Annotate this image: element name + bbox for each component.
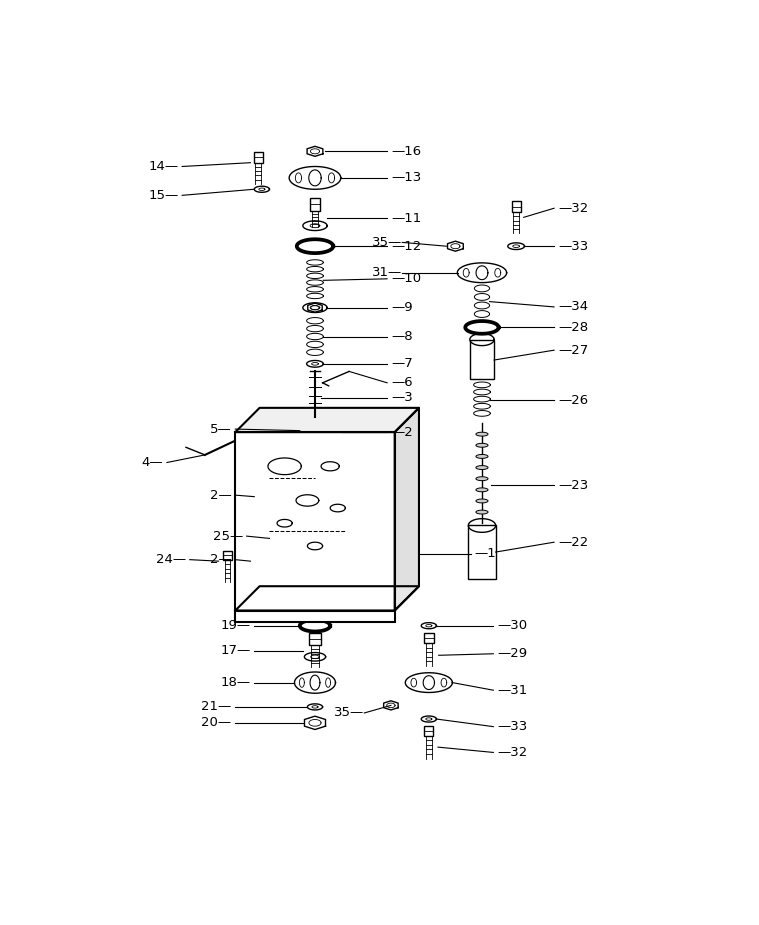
Text: 2—: 2— bbox=[209, 553, 231, 566]
Bar bbox=[235, 610, 395, 622]
Text: 35—: 35— bbox=[372, 236, 402, 249]
Bar bbox=[235, 432, 395, 610]
Text: 35—: 35— bbox=[334, 707, 364, 720]
Text: —22: —22 bbox=[558, 536, 588, 549]
Text: —32: —32 bbox=[558, 202, 588, 215]
Text: 21—: 21— bbox=[201, 700, 231, 713]
Text: —1: —1 bbox=[474, 547, 496, 560]
Text: —28: —28 bbox=[558, 321, 588, 334]
Text: —26: —26 bbox=[558, 394, 588, 407]
Text: —16: —16 bbox=[391, 145, 421, 158]
Text: —31: —31 bbox=[497, 684, 528, 697]
Bar bbox=[254, 549, 262, 558]
Bar bbox=[330, 416, 338, 426]
Text: 31—: 31— bbox=[372, 266, 402, 279]
Text: 2—: 2— bbox=[209, 488, 231, 501]
Bar bbox=[258, 486, 266, 493]
Text: 17—: 17— bbox=[220, 644, 250, 658]
Text: 20—: 20— bbox=[201, 716, 231, 729]
Bar bbox=[424, 726, 433, 735]
Text: —10: —10 bbox=[391, 272, 421, 285]
Text: 25—: 25— bbox=[213, 530, 243, 543]
Text: 4—: 4— bbox=[142, 456, 163, 469]
Text: —3: —3 bbox=[391, 391, 413, 404]
Ellipse shape bbox=[476, 511, 488, 514]
Text: —7: —7 bbox=[391, 357, 413, 370]
Text: —30: —30 bbox=[497, 619, 528, 632]
Text: 19—: 19— bbox=[220, 619, 250, 632]
Text: —27: —27 bbox=[558, 344, 588, 357]
Text: —11: —11 bbox=[391, 212, 421, 225]
Bar bbox=[309, 633, 321, 645]
Text: —9: —9 bbox=[391, 302, 412, 314]
Ellipse shape bbox=[476, 499, 488, 503]
Bar bbox=[468, 525, 496, 579]
Text: —12: —12 bbox=[391, 240, 421, 253]
Bar bbox=[223, 550, 232, 560]
Bar bbox=[470, 339, 494, 379]
Polygon shape bbox=[235, 586, 419, 611]
Ellipse shape bbox=[476, 432, 488, 436]
Text: 5—: 5— bbox=[209, 423, 231, 436]
Ellipse shape bbox=[476, 443, 488, 448]
Text: 18—: 18— bbox=[220, 676, 250, 689]
Text: —33: —33 bbox=[497, 721, 528, 734]
Polygon shape bbox=[395, 408, 419, 610]
Ellipse shape bbox=[476, 465, 488, 470]
Text: 24—: 24— bbox=[156, 553, 186, 566]
Text: —34: —34 bbox=[558, 301, 588, 314]
Text: —8: —8 bbox=[391, 330, 412, 343]
Ellipse shape bbox=[476, 487, 488, 492]
Text: —32: —32 bbox=[497, 746, 528, 758]
Text: —6: —6 bbox=[391, 376, 412, 389]
Ellipse shape bbox=[476, 454, 488, 459]
Text: 14—: 14— bbox=[148, 160, 178, 173]
Bar bbox=[310, 198, 320, 211]
Text: 15—: 15— bbox=[148, 189, 178, 202]
Bar bbox=[512, 202, 521, 212]
Text: —13: —13 bbox=[391, 171, 421, 184]
Text: —23: —23 bbox=[558, 479, 588, 492]
Text: —33: —33 bbox=[558, 240, 588, 253]
Ellipse shape bbox=[476, 476, 488, 481]
Bar bbox=[254, 152, 263, 163]
Bar bbox=[424, 634, 434, 643]
Text: —29: —29 bbox=[497, 648, 528, 660]
Polygon shape bbox=[235, 408, 419, 432]
Text: —2: —2 bbox=[391, 426, 413, 438]
